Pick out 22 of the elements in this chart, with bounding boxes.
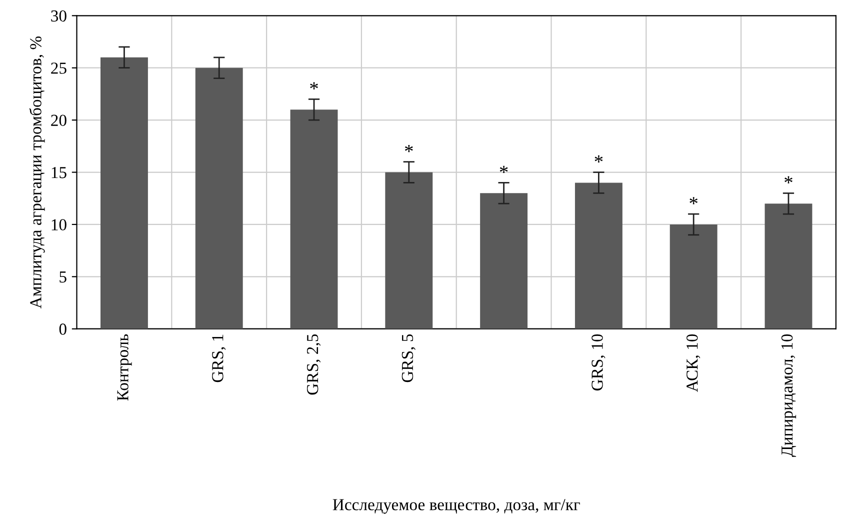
- y-tick-label: 25: [51, 62, 66, 74]
- annotation: *: [500, 166, 508, 173]
- annotation: *: [310, 82, 318, 90]
- x-tick-label: GRS, 5: [402, 334, 416, 382]
- annotation: *: [594, 155, 603, 163]
- y-axis-title: Амплитуда агрегации тромбоцитов, %: [29, 36, 45, 308]
- y-tick-label: 0: [59, 324, 66, 335]
- y-tick-label: 15: [52, 167, 66, 178]
- y-tick-label: 10: [52, 219, 66, 230]
- y-tick-label: 20: [51, 114, 66, 126]
- annotation: *: [404, 144, 413, 152]
- x-axis-title: Исследуемое вещество, доза, мг/кг: [332, 499, 580, 514]
- x-tick-label: GRS, 2,5: [306, 334, 321, 395]
- x-tick-label: Дипиридамол, 10: [781, 334, 796, 457]
- annotation: *: [784, 176, 792, 184]
- x-tick-label: АСК, 10: [686, 334, 700, 392]
- x-tick-label: Контроль: [117, 334, 132, 401]
- x-tick-label: GRS, 10: [592, 334, 606, 390]
- y-tick-label: 5: [60, 272, 66, 283]
- y-tick-label: 30: [51, 10, 66, 22]
- annotation: *: [690, 197, 698, 204]
- x-tick-label: GRS, 1: [212, 334, 226, 382]
